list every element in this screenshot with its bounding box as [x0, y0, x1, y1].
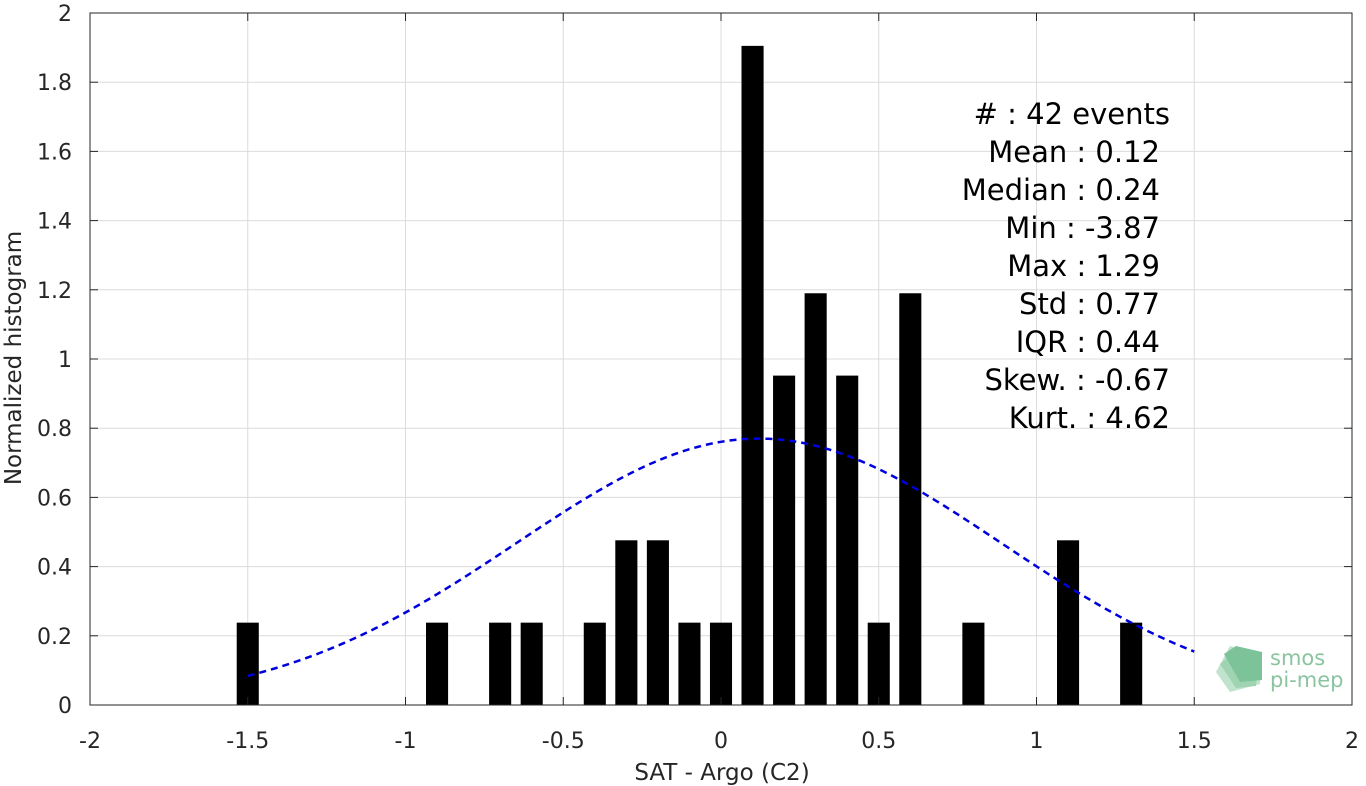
stat-median: Median : 0.24 — [962, 173, 1160, 207]
statistics-annotation: # : 42 events Mean : 0.12 Median : 0.24 … — [962, 97, 1170, 435]
y-axis-ticks: 0 0.2 0.4 0.6 0.8 1 1.2 1.4 1.6 1.8 2 — [37, 2, 1352, 719]
y-tick-label: 0.4 — [37, 556, 72, 581]
y-tick-label: 1.4 — [37, 210, 72, 235]
stat-kurt: Kurt. : 4.62 — [1009, 401, 1170, 435]
histogram-bar — [520, 622, 543, 705]
x-tick-label: 0 — [714, 729, 728, 754]
histogram-bar — [583, 622, 606, 705]
stat-min: Min : -3.87 — [1005, 211, 1160, 245]
x-axis-ticks: -2 -1.5 -1 -0.5 0 0.5 1 1.5 2 — [79, 13, 1359, 754]
histogram-bar — [678, 622, 701, 705]
histogram-bar — [489, 622, 512, 705]
stat-events: # : 42 events — [974, 97, 1170, 131]
y-tick-label: 0.6 — [37, 486, 72, 511]
stat-iqr: IQR : 0.44 — [1016, 325, 1160, 359]
normal-fit-curve — [247, 437, 1195, 678]
histogram-bar — [773, 375, 796, 705]
logo-line-2: pi-mep — [1270, 668, 1343, 692]
y-axis-title: Normalized histogram — [1, 231, 27, 485]
x-tick-label: -1 — [395, 729, 417, 754]
histogram-bar — [741, 45, 764, 706]
histogram-bar — [426, 622, 449, 705]
x-tick-label: 0.5 — [861, 729, 896, 754]
histogram-bar — [804, 293, 827, 705]
y-tick-label: 1.8 — [37, 71, 72, 96]
y-tick-label: 2 — [58, 2, 72, 27]
histogram-bar — [646, 540, 669, 705]
x-tick-label: -0.5 — [542, 729, 585, 754]
logo-layers-icon — [1216, 646, 1262, 692]
logo-line-1: smos — [1270, 646, 1325, 670]
y-tick-label: 0 — [58, 694, 72, 719]
y-tick-label: 0.8 — [37, 417, 72, 442]
y-tick-label: 1.6 — [37, 140, 72, 165]
grid-lines — [89, 12, 1353, 706]
smos-pi-mep-logo: smos pi-mep — [1216, 646, 1343, 692]
histogram-bar — [709, 622, 733, 705]
y-tick-label: 1.2 — [37, 279, 72, 304]
x-tick-label: -1.5 — [226, 729, 269, 754]
histogram-bar — [1120, 622, 1143, 705]
stat-std: Std : 0.77 — [1019, 287, 1160, 321]
histogram-bar — [962, 622, 985, 705]
x-tick-label: 1 — [1030, 729, 1044, 754]
x-tick-label: -2 — [79, 729, 101, 754]
histogram-bar — [236, 622, 259, 705]
stat-max: Max : 1.29 — [1007, 249, 1160, 283]
y-tick-label: 1 — [58, 348, 72, 373]
histogram-bar — [836, 375, 859, 705]
histogram-bar — [867, 622, 890, 705]
histogram-bar — [615, 540, 638, 705]
x-tick-label: 1.5 — [1177, 729, 1212, 754]
x-axis-title: SAT - Argo (C2) — [634, 760, 809, 786]
histogram-bar — [1057, 540, 1080, 705]
histogram-bar — [899, 293, 922, 705]
y-tick-label: 0.2 — [37, 625, 72, 650]
stat-skew: Skew. : -0.67 — [984, 363, 1170, 397]
stat-mean: Mean : 0.12 — [988, 135, 1160, 169]
x-tick-label: 2 — [1345, 729, 1359, 754]
